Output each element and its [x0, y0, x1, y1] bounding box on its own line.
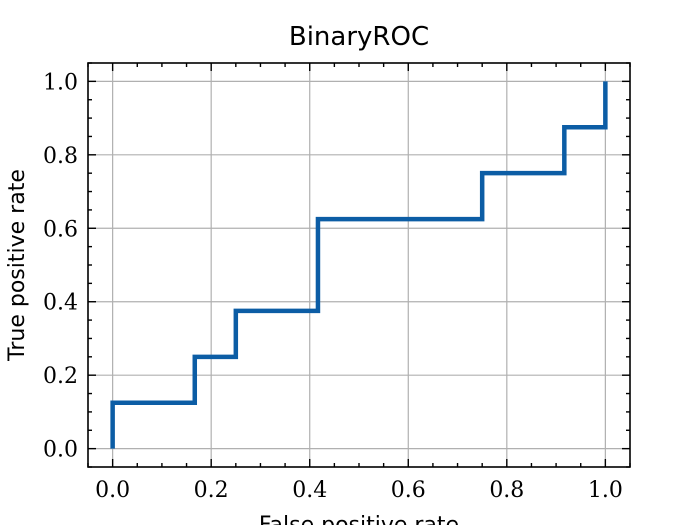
x-tick-label: 1.0	[588, 478, 623, 503]
y-tick-label: 0.8	[43, 144, 78, 169]
roc-curve	[110, 81, 608, 449]
y-axis-label: True positive rate	[5, 169, 30, 362]
y-tick-labels: 0.0 0.2 0.4 0.6 0.8 1.0	[43, 70, 78, 462]
y-tick-label: 0.2	[43, 364, 78, 389]
x-tick-label: 0.0	[95, 478, 130, 503]
y-tick-label: 0.4	[43, 291, 78, 316]
series-layer	[110, 81, 608, 449]
chart-title: BinaryROC	[289, 22, 429, 52]
x-tick-label: 0.4	[292, 478, 327, 503]
y-tick-label: 1.0	[43, 70, 78, 95]
y-tick-label: 0.6	[43, 217, 78, 242]
plot-frame	[87, 62, 631, 468]
x-tick-label: 0.2	[194, 478, 229, 503]
x-tick-label: 0.6	[391, 478, 426, 503]
ticks	[87, 62, 631, 468]
x-axis-label: False positive rate	[259, 513, 459, 525]
grid	[88, 63, 630, 467]
x-tick-labels: 0.0 0.2 0.4 0.6 0.8 1.0	[95, 478, 623, 503]
y-tick-label: 0.0	[43, 438, 78, 463]
x-tick-label: 0.8	[489, 478, 524, 503]
